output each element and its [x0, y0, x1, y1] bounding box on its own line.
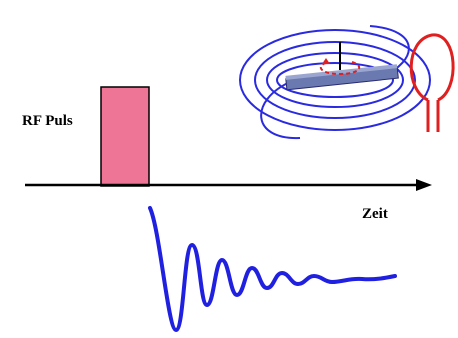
precession-arrow-head: [322, 58, 330, 64]
page: RF Puls Zeit (() => { const data = JSON.…: [0, 0, 458, 338]
rf-pulse-label: RF Puls: [22, 113, 73, 129]
coil-loop: [411, 35, 453, 100]
time-axis-label: Zeit: [362, 206, 388, 222]
magnet-bar: [285, 64, 398, 90]
rf-pulse: [101, 87, 149, 186]
fid-signal: [150, 208, 395, 330]
time-axis-arrow: [416, 179, 432, 191]
nmr-diagram: RF Puls Zeit: [0, 0, 458, 338]
coil: [411, 35, 453, 132]
